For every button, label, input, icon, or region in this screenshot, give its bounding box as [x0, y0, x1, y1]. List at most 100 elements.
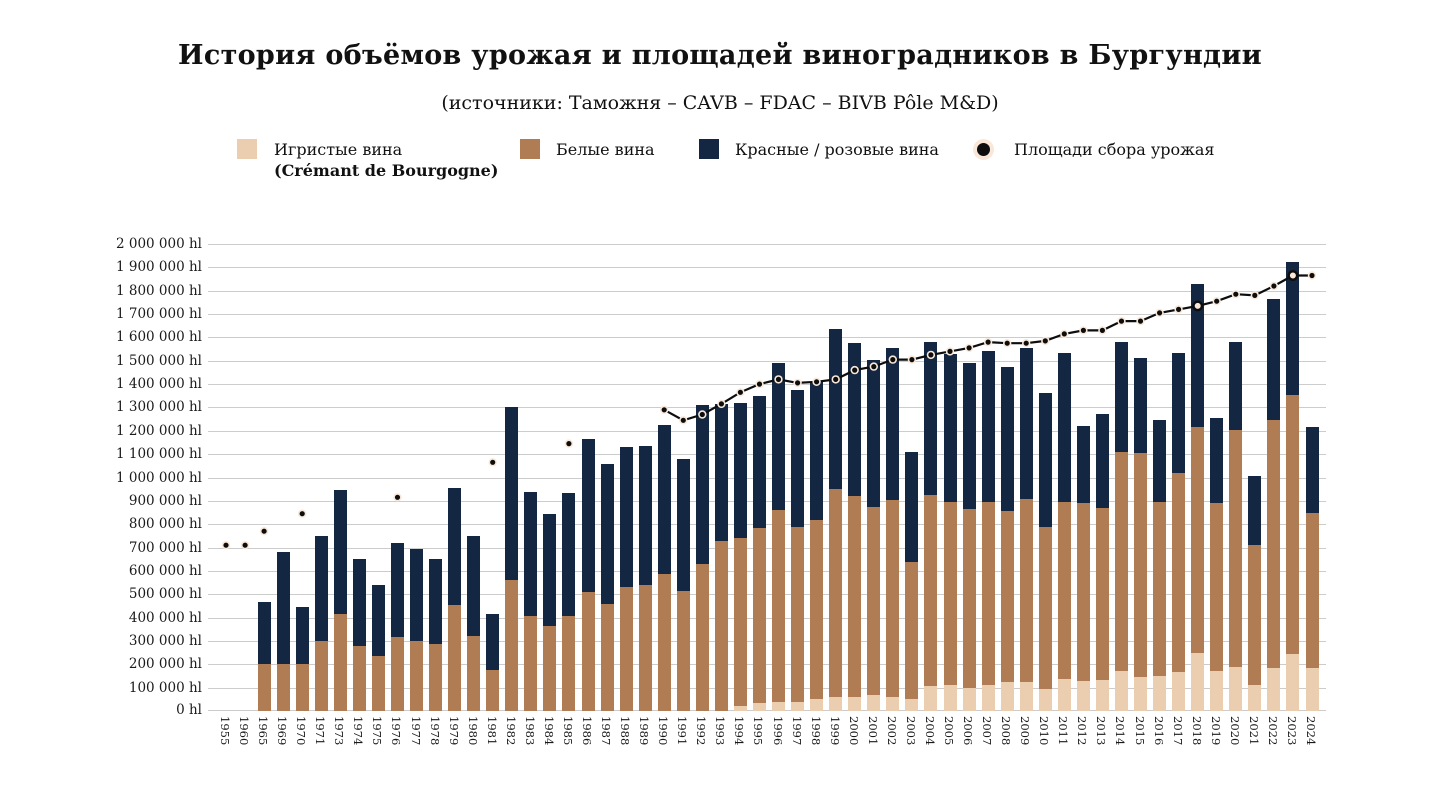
bar-segment-white-1998	[810, 519, 824, 700]
bar-segment-white-1981	[486, 670, 500, 711]
area-dot-2018	[1192, 300, 1204, 312]
bar-segment-white-2018	[1191, 427, 1205, 653]
area-dot-1997	[793, 378, 802, 388]
area-dot-2000	[850, 365, 859, 375]
bar-segment-white-1974	[352, 645, 366, 711]
bar-segment-white-1983	[524, 616, 538, 711]
bar-segment-red-2004	[924, 342, 938, 496]
bar-segment-red-2020	[1229, 342, 1243, 430]
bar-segment-red-2010	[1038, 393, 1052, 527]
bar-segment-white-1976	[390, 637, 404, 711]
bar-segment-red-1975	[371, 584, 385, 657]
grid-line	[208, 384, 1326, 385]
bar-segment-red-1988	[619, 447, 633, 588]
bar-segment-white-2006	[962, 509, 976, 688]
area-dot-1999	[831, 375, 840, 384]
bar-segment-white-1970	[295, 664, 309, 711]
grid-line	[208, 594, 1326, 595]
bar-segment-white-1965	[257, 664, 271, 711]
x-tick-label: 2012	[1075, 716, 1090, 746]
bar-segment-red-2000	[848, 343, 862, 497]
y-tick-label: 0 hl	[176, 702, 202, 718]
bar-segment-white-1994	[733, 538, 747, 707]
x-tick-label: 2006	[961, 716, 976, 746]
area-dot-1985	[564, 439, 574, 448]
x-tick-label: 1974	[351, 716, 366, 746]
bar-segment-sparkling-2019	[1210, 671, 1224, 711]
bar-segment-red-1994	[733, 402, 747, 539]
bar-segment-sparkling-2024	[1305, 667, 1319, 711]
y-tick-label: 1 100 000 hl	[115, 446, 202, 462]
bar-segment-white-2015	[1134, 453, 1148, 678]
bar-segment-white-1990	[657, 574, 671, 711]
y-tick-label: 1 800 000 hl	[115, 283, 202, 299]
bar-segment-white-2012	[1076, 503, 1090, 682]
bar-segment-white-1985	[562, 616, 576, 711]
grid-line	[208, 244, 1326, 245]
area-dot-1955	[221, 541, 231, 550]
grid-line	[208, 361, 1326, 362]
grid-line	[208, 524, 1326, 525]
bar-segment-white-2004	[924, 495, 938, 687]
x-tick-label: 1993	[713, 716, 728, 746]
bar-segment-white-1980	[467, 636, 481, 711]
bar-segment-white-2005	[943, 502, 957, 686]
x-tick-label: 1978	[427, 716, 442, 746]
area-dot-2019	[1212, 296, 1221, 306]
bar-segment-white-1999	[829, 489, 843, 697]
area-dot-2015	[1136, 316, 1145, 326]
bar-segment-sparkling-2011	[1057, 679, 1071, 711]
area-dot-2002	[888, 355, 897, 364]
bar-segment-red-2017	[1172, 352, 1186, 473]
x-tick-label: 2022	[1265, 716, 1280, 746]
x-tick-label: 1975	[370, 716, 385, 746]
bar-segment-sparkling-2001	[867, 694, 881, 711]
grid-line	[208, 571, 1326, 572]
bar-segment-white-1969	[276, 664, 290, 711]
x-tick-label: 1983	[522, 716, 537, 746]
grid-line	[208, 501, 1326, 502]
bar-segment-red-1990	[657, 424, 671, 575]
bar-segment-red-2002	[886, 347, 900, 500]
y-tick-label: 300 000 hl	[128, 633, 202, 649]
bar-segment-sparkling-2000	[848, 697, 862, 711]
x-tick-label: 2002	[884, 716, 899, 746]
bar-segment-sparkling-1998	[810, 699, 824, 711]
y-tick-label: 1 700 000 hl	[115, 306, 202, 322]
x-tick-label: 1986	[580, 716, 594, 746]
area-dot-2011	[1060, 329, 1069, 339]
area-dot-2023	[1287, 270, 1299, 281]
x-tick-label: 1955	[218, 716, 232, 746]
x-tick-label: 1987	[599, 716, 614, 746]
y-tick-label: 1 600 000 hl	[115, 329, 202, 345]
y-tick-label: 1 500 000 hl	[115, 353, 202, 369]
area-dot-2021	[1250, 291, 1260, 300]
area-dot-2012	[1079, 326, 1088, 335]
bar-segment-red-2011	[1057, 352, 1071, 503]
bar-segment-red-1970	[295, 607, 309, 665]
x-tick-label: 1990	[656, 716, 671, 746]
x-tick-label: 2014	[1113, 716, 1128, 746]
bar-segment-red-2015	[1134, 358, 1148, 453]
bar-segment-white-1982	[505, 580, 519, 711]
bar-segment-white-2007	[981, 502, 995, 685]
area-dot-1976	[393, 493, 402, 502]
bar-segment-red-1978	[429, 559, 443, 645]
bar-segment-sparkling-2005	[943, 685, 957, 711]
bar-segment-sparkling-2017	[1172, 672, 1186, 711]
x-tick-label: 2015	[1132, 716, 1147, 746]
bar-segment-red-2014	[1114, 342, 1128, 452]
area-dot-1995	[755, 379, 764, 389]
bar-segment-red-2021	[1248, 476, 1262, 546]
bar-segment-red-2024	[1305, 427, 1319, 513]
grid-line	[208, 618, 1326, 619]
y-tick-label: 700 000 hl	[128, 540, 202, 556]
legend-label-white: Белые вина	[556, 140, 655, 159]
bar-segment-white-1997	[791, 526, 805, 702]
area-dot-2003	[907, 355, 917, 364]
area-dot-2005	[945, 347, 955, 356]
bar-segment-red-2006	[962, 363, 976, 510]
bar-segment-red-1969	[276, 552, 290, 665]
bar-segment-white-2009	[1019, 498, 1033, 683]
